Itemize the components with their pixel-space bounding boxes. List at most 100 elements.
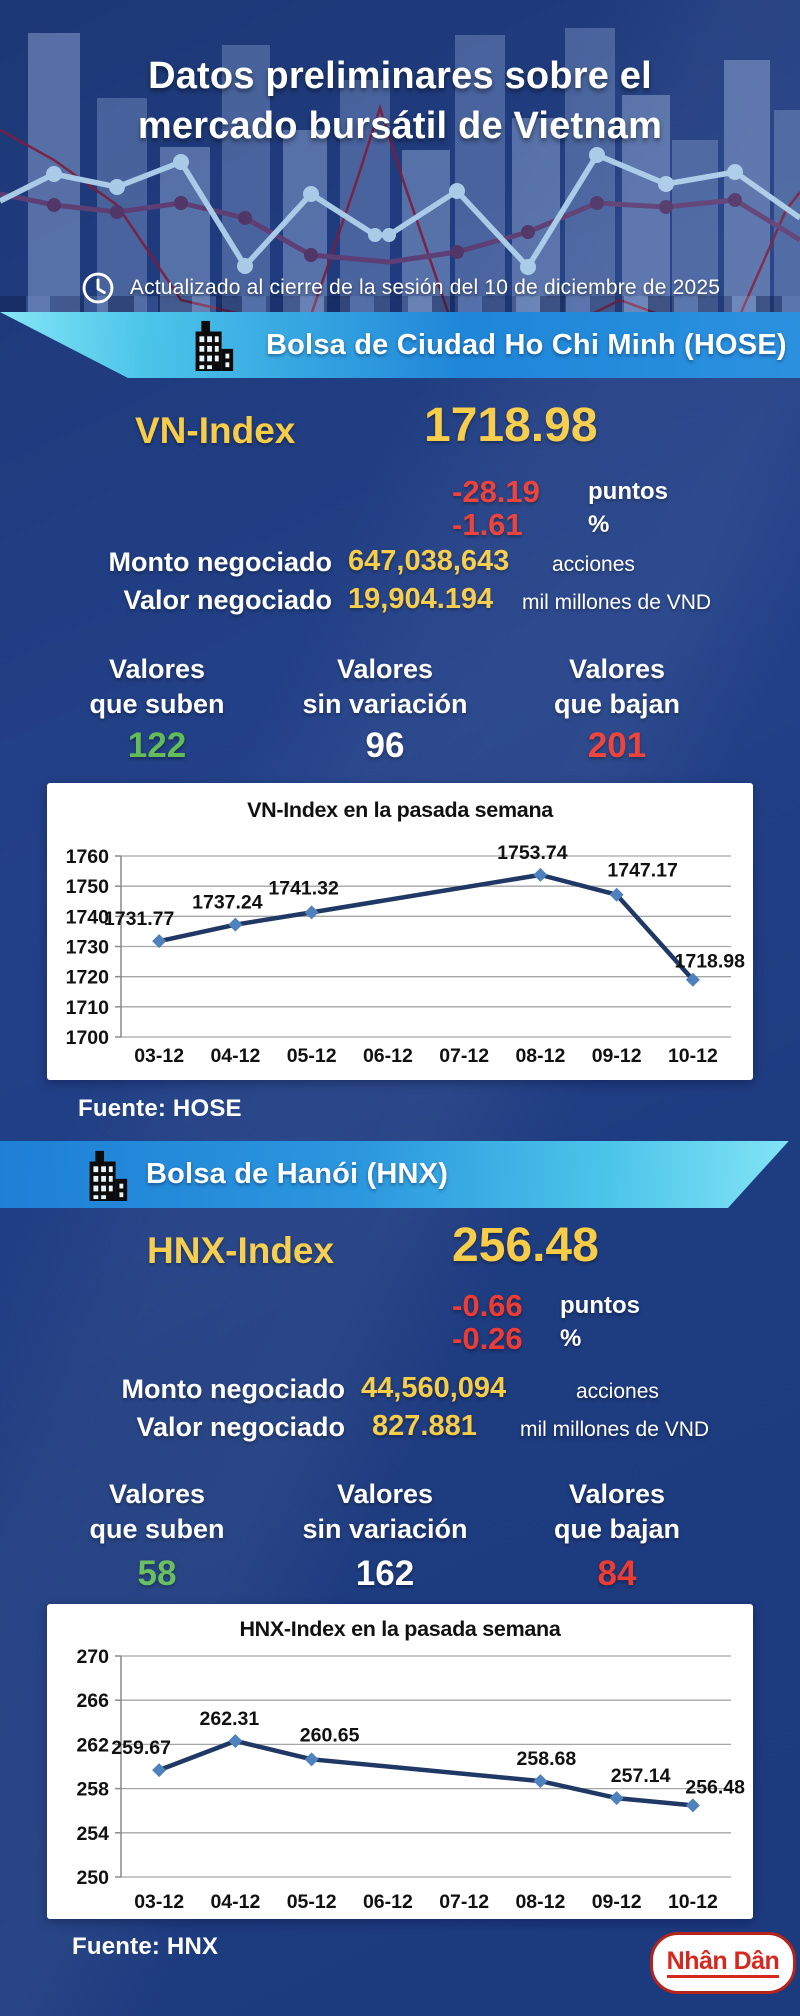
svg-text:1710: 1710 [66,997,110,1019]
vn-turnover-value: 19,904.194 [348,583,494,615]
svg-text:1760: 1760 [66,846,110,868]
vn-unchanged-label1: Valores [336,654,434,684]
vn-volume-unit: acciones [552,553,635,576]
svg-text:1750: 1750 [66,876,110,898]
vn-turnover-unit: mil millones de VND [522,591,712,614]
svg-text:08-12: 08-12 [515,1045,565,1067]
svg-text:256.48: 256.48 [685,1776,745,1798]
building-icon [195,320,234,371]
vn-change-points-value: -28.19 [452,474,540,509]
hnx-banner: Bolsa de Hanói (HNX) [0,1141,789,1208]
svg-text:262: 262 [76,1734,109,1756]
svg-text:270: 270 [76,1646,109,1668]
page-title-line1: Datos preliminares sobre el [148,55,652,97]
hnx-change-points-value: -0.66 [452,1288,523,1323]
vn-change-points-unit: puntos [588,478,668,505]
pixel-strip-decoration [0,296,800,312]
vn-decliners-label1: Valores [568,654,666,684]
svg-text:1740: 1740 [66,906,110,928]
vn-advancers-label2: que suben [89,689,225,719]
hnx-change-percent-value: -0.26 [452,1321,523,1356]
updated-text: Actualizado al cierre de la sesión del 1… [129,276,721,299]
hnx-volume-label: Monto negociado [121,1374,345,1404]
svg-text:266: 266 [76,1690,109,1712]
hnx-decliners-value: 84 [597,1554,637,1593]
hnx-index-chart-card: HNX-Index en la pasada semana 250 254 258 26… [47,1604,753,1919]
vn-unchanged: Valores sin variación 96 [270,652,500,766]
svg-text:03-12: 03-12 [134,1891,184,1913]
svg-text:259.67: 259.67 [111,1737,171,1759]
svg-text:04-12: 04-12 [210,1045,260,1067]
hnx-banner-label: Bolsa de Hanói (HNX) [146,1158,449,1190]
svg-text:04-12: 04-12 [210,1891,260,1913]
nhan-dan-logo-text: Nhân Dân [666,1948,780,1978]
hnx-unchanged-value: 162 [355,1554,415,1593]
clock-icon [82,272,114,304]
vn-unchanged-label2: sin variación [302,689,468,719]
hnx-decliners: Valores que bajan 84 [502,1477,732,1594]
hnx-unchanged-label2: sin variación [302,1514,468,1544]
vn-index-line-chart: VN-Index en la pasada semana 1700 1710 1720… [66,798,746,1067]
hnx-decliners-label2: que bajan [553,1514,681,1544]
header-chart-decoration [0,28,800,312]
vn-index-chart-card: VN-Index en la pasada semana 1700 1710 1720… [47,783,753,1080]
svg-text:260.65: 260.65 [300,1724,360,1746]
vn-change-percent-unit: % [588,511,610,538]
svg-text:1730: 1730 [66,937,110,959]
hnx-change-points-unit: puntos [560,1292,640,1319]
svg-text:10-12: 10-12 [668,1045,718,1067]
updated-row: Actualizado al cierre de la sesión del 1… [0,266,800,310]
hnx-decliners-label1: Valores [568,1479,666,1509]
svg-text:257.14: 257.14 [611,1765,671,1787]
svg-text:07-12: 07-12 [439,1891,489,1913]
vn-volume-value: 647,038,643 [348,545,510,577]
svg-text:262.31: 262.31 [200,1708,260,1730]
hnx-turnover-value: 827.881 [372,1410,477,1442]
hnx-volume-value: 44,560,094 [361,1372,507,1404]
svg-text:08-12: 08-12 [515,1891,565,1913]
building-icon [89,1150,128,1201]
svg-text:10-12: 10-12 [668,1891,718,1913]
hnx-turnover-label: Valor negociado [136,1412,345,1442]
svg-text:1700: 1700 [66,1027,110,1049]
hose-banner-label: Bolsa de Ciudad Ho Chi Minh (HOSE) [266,328,787,361]
svg-text:06-12: 06-12 [363,1891,413,1913]
nhan-dan-logo: Nhân Dân [650,1932,796,1994]
svg-text:09-12: 09-12 [592,1891,642,1913]
svg-text:1741.32: 1741.32 [268,877,339,899]
hnx-advancers-value: 58 [137,1554,177,1593]
svg-text:05-12: 05-12 [287,1045,337,1067]
vn-index-label: VN-Index [135,410,296,451]
vn-turnover-label: Valor negociado [123,585,332,615]
vn-unchanged-value: 96 [365,726,405,765]
hnx-change-percent-unit: % [560,1325,582,1352]
vn-index-value: 1718.98 [424,399,598,452]
decor-lightblue-line [0,147,800,275]
page-title: Datos preliminares sobre el mercado burs… [0,51,800,151]
hnx-index-label: HNX-Index [147,1230,335,1271]
vn-decliners: Valores que bajan 201 [502,652,732,766]
svg-text:09-12: 09-12 [592,1045,642,1067]
svg-text:1737.24: 1737.24 [192,892,263,914]
vn-decliners-value: 201 [587,726,647,765]
hnx-volume-unit: acciones [576,1380,659,1403]
svg-text:254: 254 [76,1823,109,1845]
vn-volume-label: Monto negociado [108,547,332,577]
hnx-advancers-label1: Valores [108,1479,206,1509]
svg-text:03-12: 03-12 [134,1045,184,1067]
vn-change-percent-value: -1.61 [452,507,523,542]
hnx-unchanged-label1: Valores [336,1479,434,1509]
hnx-index-value: 256.48 [452,1219,599,1272]
vn-advancers: Valores que suben 122 [42,652,272,766]
hnx-advancers: Valores que suben 58 [42,1477,272,1594]
vn-advancers-value: 122 [127,726,187,765]
hnx-turnover-unit: mil millones de VND [520,1418,710,1441]
hose-source: Fuente: HOSE [78,1095,242,1122]
page-title-line2: mercado bursátil de Vietnam [137,105,663,147]
vn-decliners-label2: que bajan [553,689,681,719]
hnx-advancers-label2: que suben [89,1514,225,1544]
svg-text:05-12: 05-12 [287,1891,337,1913]
hose-banner: Bolsa de Ciudad Ho Chi Minh (HOSE) [0,312,800,378]
svg-text:1720: 1720 [66,967,110,989]
